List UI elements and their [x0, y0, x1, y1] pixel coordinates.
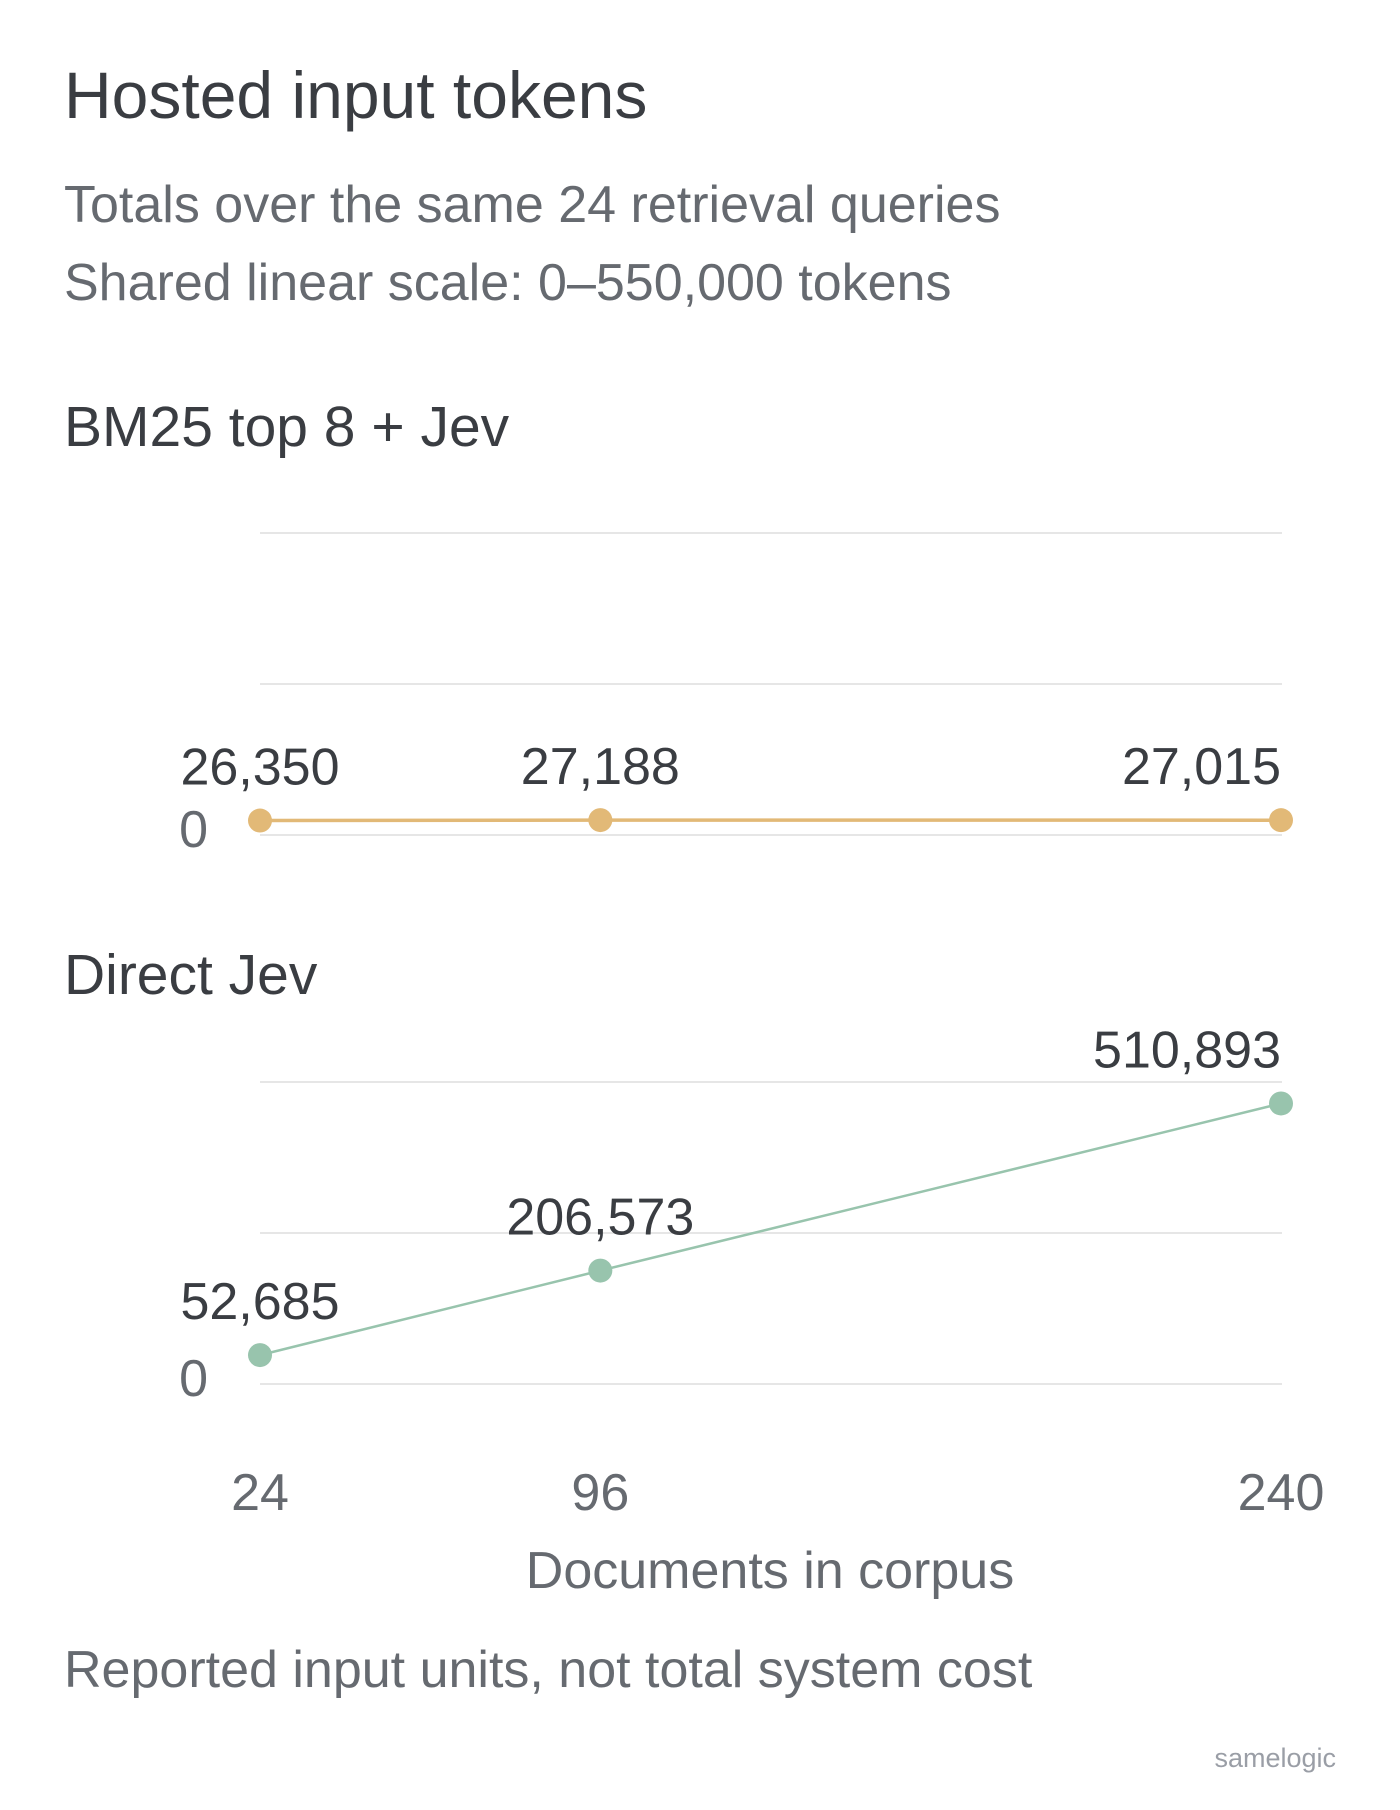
- data-label-direct-jev-240: 510,893: [1093, 1021, 1281, 1079]
- y-zero-label-bm25-top-8-jev: 0: [179, 801, 208, 859]
- data-point-bm25-top-8-jev-240: [1269, 808, 1293, 833]
- data-point-bm25-top-8-jev-96: [588, 808, 613, 833]
- data-label-bm25-top-8-jev-240: 27,015: [1122, 738, 1281, 796]
- x-tick-label-96: 96: [571, 1464, 629, 1522]
- panel-title-direct-jev: Direct Jev: [64, 943, 318, 1007]
- data-label-direct-jev-24: 52,685: [180, 1273, 339, 1331]
- panel-title-bm25-top-8-jev: BM25 top 8 + Jev: [64, 395, 510, 459]
- x-tick-label-240: 240: [1238, 1464, 1325, 1522]
- chart-subtitle-line-2: Shared linear scale: 0–550,000 tokens: [64, 254, 952, 312]
- series-line-direct-jev: [258, 1102, 1283, 1357]
- y-zero-label-direct-jev: 0: [179, 1350, 208, 1408]
- x-tick-label-24: 24: [231, 1464, 289, 1522]
- data-label-bm25-top-8-jev-96: 27,188: [521, 738, 680, 796]
- data-label-bm25-top-8-jev-24: 26,350: [180, 739, 339, 797]
- data-point-direct-jev-240: [1269, 1091, 1293, 1116]
- panel-bm25-top-8-jev: BM25 top 8 + Jev 026,350 27,188 27,015: [64, 395, 1293, 859]
- credit-label: samelogic: [1214, 1743, 1336, 1773]
- data-point-bm25-top-8-jev-24: [248, 808, 272, 833]
- chart-subtitle-line-1: Totals over the same 24 retrieval querie…: [64, 176, 1000, 234]
- data-point-direct-jev-24: [248, 1343, 272, 1368]
- chart-title: Hosted input tokens: [64, 58, 647, 132]
- x-axis-ticks: 24 96 240: [231, 1464, 1324, 1522]
- x-axis-title: Documents in corpus: [526, 1542, 1014, 1600]
- panel-direct-jev: Direct Jev 0 52,685 206,573 510,893: [64, 943, 1293, 1408]
- chart-footnote: Reported input units, not total system c…: [64, 1641, 1033, 1699]
- data-label-direct-jev-96: 206,573: [506, 1189, 694, 1247]
- data-point-direct-jev-96: [588, 1258, 613, 1283]
